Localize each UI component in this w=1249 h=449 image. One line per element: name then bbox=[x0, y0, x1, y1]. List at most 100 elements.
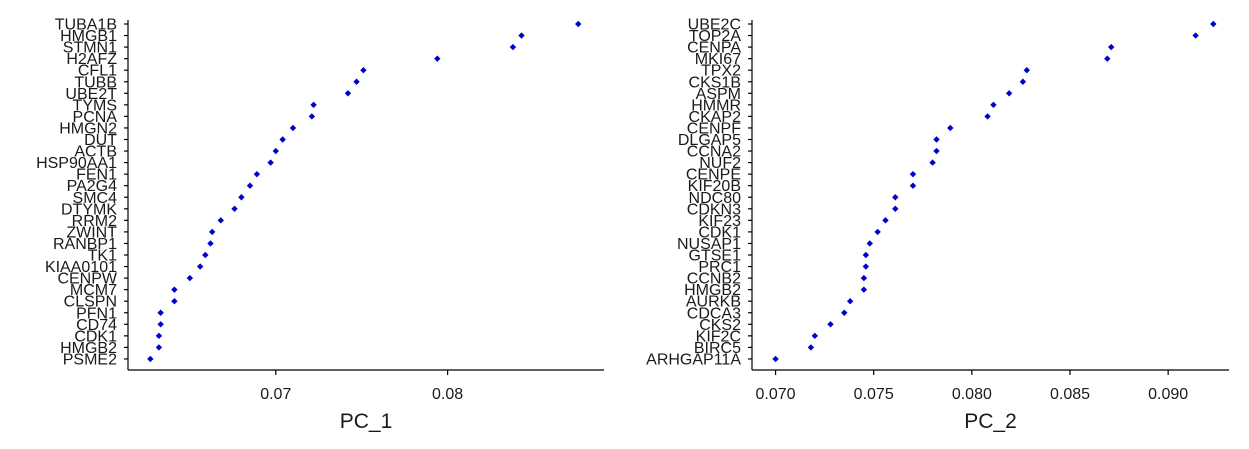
gene-label: CKS2 bbox=[699, 317, 741, 334]
data-point bbox=[207, 240, 214, 247]
gene-label: CKS1B bbox=[689, 74, 741, 91]
data-point bbox=[202, 251, 209, 259]
gene-label: MKI67 bbox=[695, 51, 741, 68]
data-point bbox=[933, 147, 940, 155]
data-point bbox=[308, 113, 316, 120]
data-point bbox=[862, 251, 870, 259]
gene-label: RANBP1 bbox=[53, 236, 117, 253]
gene-label: HMMR bbox=[691, 97, 741, 114]
gene-label: HMGB1 bbox=[60, 28, 117, 45]
data-point bbox=[860, 274, 868, 282]
gene-label: CFL1 bbox=[78, 63, 117, 80]
data-point bbox=[147, 355, 154, 363]
data-point bbox=[827, 321, 834, 328]
gene-label: GTSE1 bbox=[689, 248, 742, 265]
data-point bbox=[518, 32, 525, 39]
data-point bbox=[157, 309, 164, 316]
data-point bbox=[1192, 32, 1199, 39]
data-point bbox=[267, 159, 274, 166]
gene-label: CKAP2 bbox=[689, 109, 742, 126]
data-point bbox=[360, 67, 367, 74]
gene-label: NUF2 bbox=[699, 155, 741, 172]
gene-label: PSME2 bbox=[63, 351, 117, 368]
gene-label: DTYMK bbox=[61, 201, 117, 218]
data-point bbox=[353, 78, 360, 85]
data-point bbox=[253, 170, 261, 178]
gene-label: FEN1 bbox=[76, 167, 117, 184]
gene-label: NDC80 bbox=[689, 190, 742, 207]
pc1-loadings-panel: TUBA1BHMGB1STMN1H2AFZCFL1TUBBUBE2TTYMSPC… bbox=[36, 17, 604, 433]
data-point bbox=[289, 124, 297, 132]
data-point bbox=[238, 194, 245, 201]
gene-label: MCM7 bbox=[70, 282, 117, 299]
gene-label: TK1 bbox=[88, 248, 117, 265]
gene-label: DLGAP5 bbox=[678, 132, 741, 149]
data-point bbox=[929, 159, 936, 166]
data-point bbox=[509, 43, 517, 51]
data-point bbox=[196, 263, 204, 270]
data-point bbox=[984, 113, 991, 120]
data-point bbox=[272, 147, 279, 155]
gene-label: CENPA bbox=[687, 40, 741, 57]
x-axis-title: PC_2 bbox=[964, 410, 1017, 433]
data-point bbox=[171, 286, 178, 293]
x-tick-label: 0.07 bbox=[260, 386, 291, 403]
data-point bbox=[841, 309, 848, 316]
gene-label: PRC1 bbox=[698, 259, 741, 276]
data-point bbox=[1210, 20, 1217, 28]
data-point bbox=[892, 194, 899, 201]
gene-label: STMN1 bbox=[63, 40, 117, 57]
data-point bbox=[1108, 43, 1115, 51]
gene-label: CDCA3 bbox=[687, 305, 741, 322]
gene-label: UBE2T bbox=[65, 86, 117, 103]
gene-label: CD74 bbox=[76, 317, 117, 334]
gene-label: PCNA bbox=[73, 109, 118, 126]
gene-label: TPX2 bbox=[701, 63, 741, 80]
gene-label: CDK1 bbox=[74, 328, 117, 345]
gene-label: PA2G4 bbox=[67, 178, 118, 195]
gene-label: KIF23 bbox=[698, 213, 741, 230]
gene-label: TUBA1B bbox=[55, 17, 117, 34]
data-point bbox=[209, 228, 216, 236]
gene-label: ACTB bbox=[74, 144, 117, 161]
gene-label: ASPM bbox=[696, 86, 741, 103]
data-point bbox=[909, 182, 917, 189]
gene-label: H2AFZ bbox=[66, 51, 117, 68]
data-point bbox=[171, 298, 178, 305]
gene-label: HMGN2 bbox=[59, 120, 117, 137]
gene-label: KIF2C bbox=[696, 328, 741, 345]
data-point bbox=[575, 20, 582, 28]
data-point bbox=[231, 205, 238, 212]
gene-label: TYMS bbox=[73, 97, 117, 114]
data-point bbox=[1104, 55, 1111, 62]
data-point bbox=[344, 90, 352, 97]
data-point bbox=[1005, 90, 1013, 97]
data-point bbox=[892, 205, 899, 212]
data-point bbox=[874, 228, 881, 236]
data-point bbox=[933, 136, 940, 143]
x-tick-label: 0.090 bbox=[1148, 386, 1188, 403]
data-point bbox=[155, 344, 163, 351]
gene-label: CLSPN bbox=[64, 294, 117, 311]
data-point bbox=[909, 170, 917, 178]
data-point bbox=[186, 274, 194, 282]
gene-label: SMC4 bbox=[73, 190, 118, 207]
data-point bbox=[217, 217, 224, 224]
gene-label: HSP90AA1 bbox=[36, 155, 117, 172]
gene-label: CDKN3 bbox=[687, 201, 741, 218]
data-point bbox=[434, 55, 441, 62]
data-point bbox=[157, 321, 164, 328]
gene-label: ZWINT bbox=[66, 224, 117, 241]
gene-label: BIRC5 bbox=[694, 340, 741, 357]
x-tick-label: 0.075 bbox=[854, 386, 894, 403]
gene-label: UBE2C bbox=[688, 17, 741, 34]
gene-label: TOP2A bbox=[689, 28, 742, 45]
data-point bbox=[860, 286, 868, 293]
gene-label: CDK1 bbox=[698, 224, 741, 241]
x-axis-title: PC_1 bbox=[340, 410, 393, 433]
gene-label: RRM2 bbox=[72, 213, 117, 230]
x-tick-label: 0.08 bbox=[432, 386, 463, 403]
data-point bbox=[279, 136, 286, 143]
data-point bbox=[866, 240, 873, 247]
